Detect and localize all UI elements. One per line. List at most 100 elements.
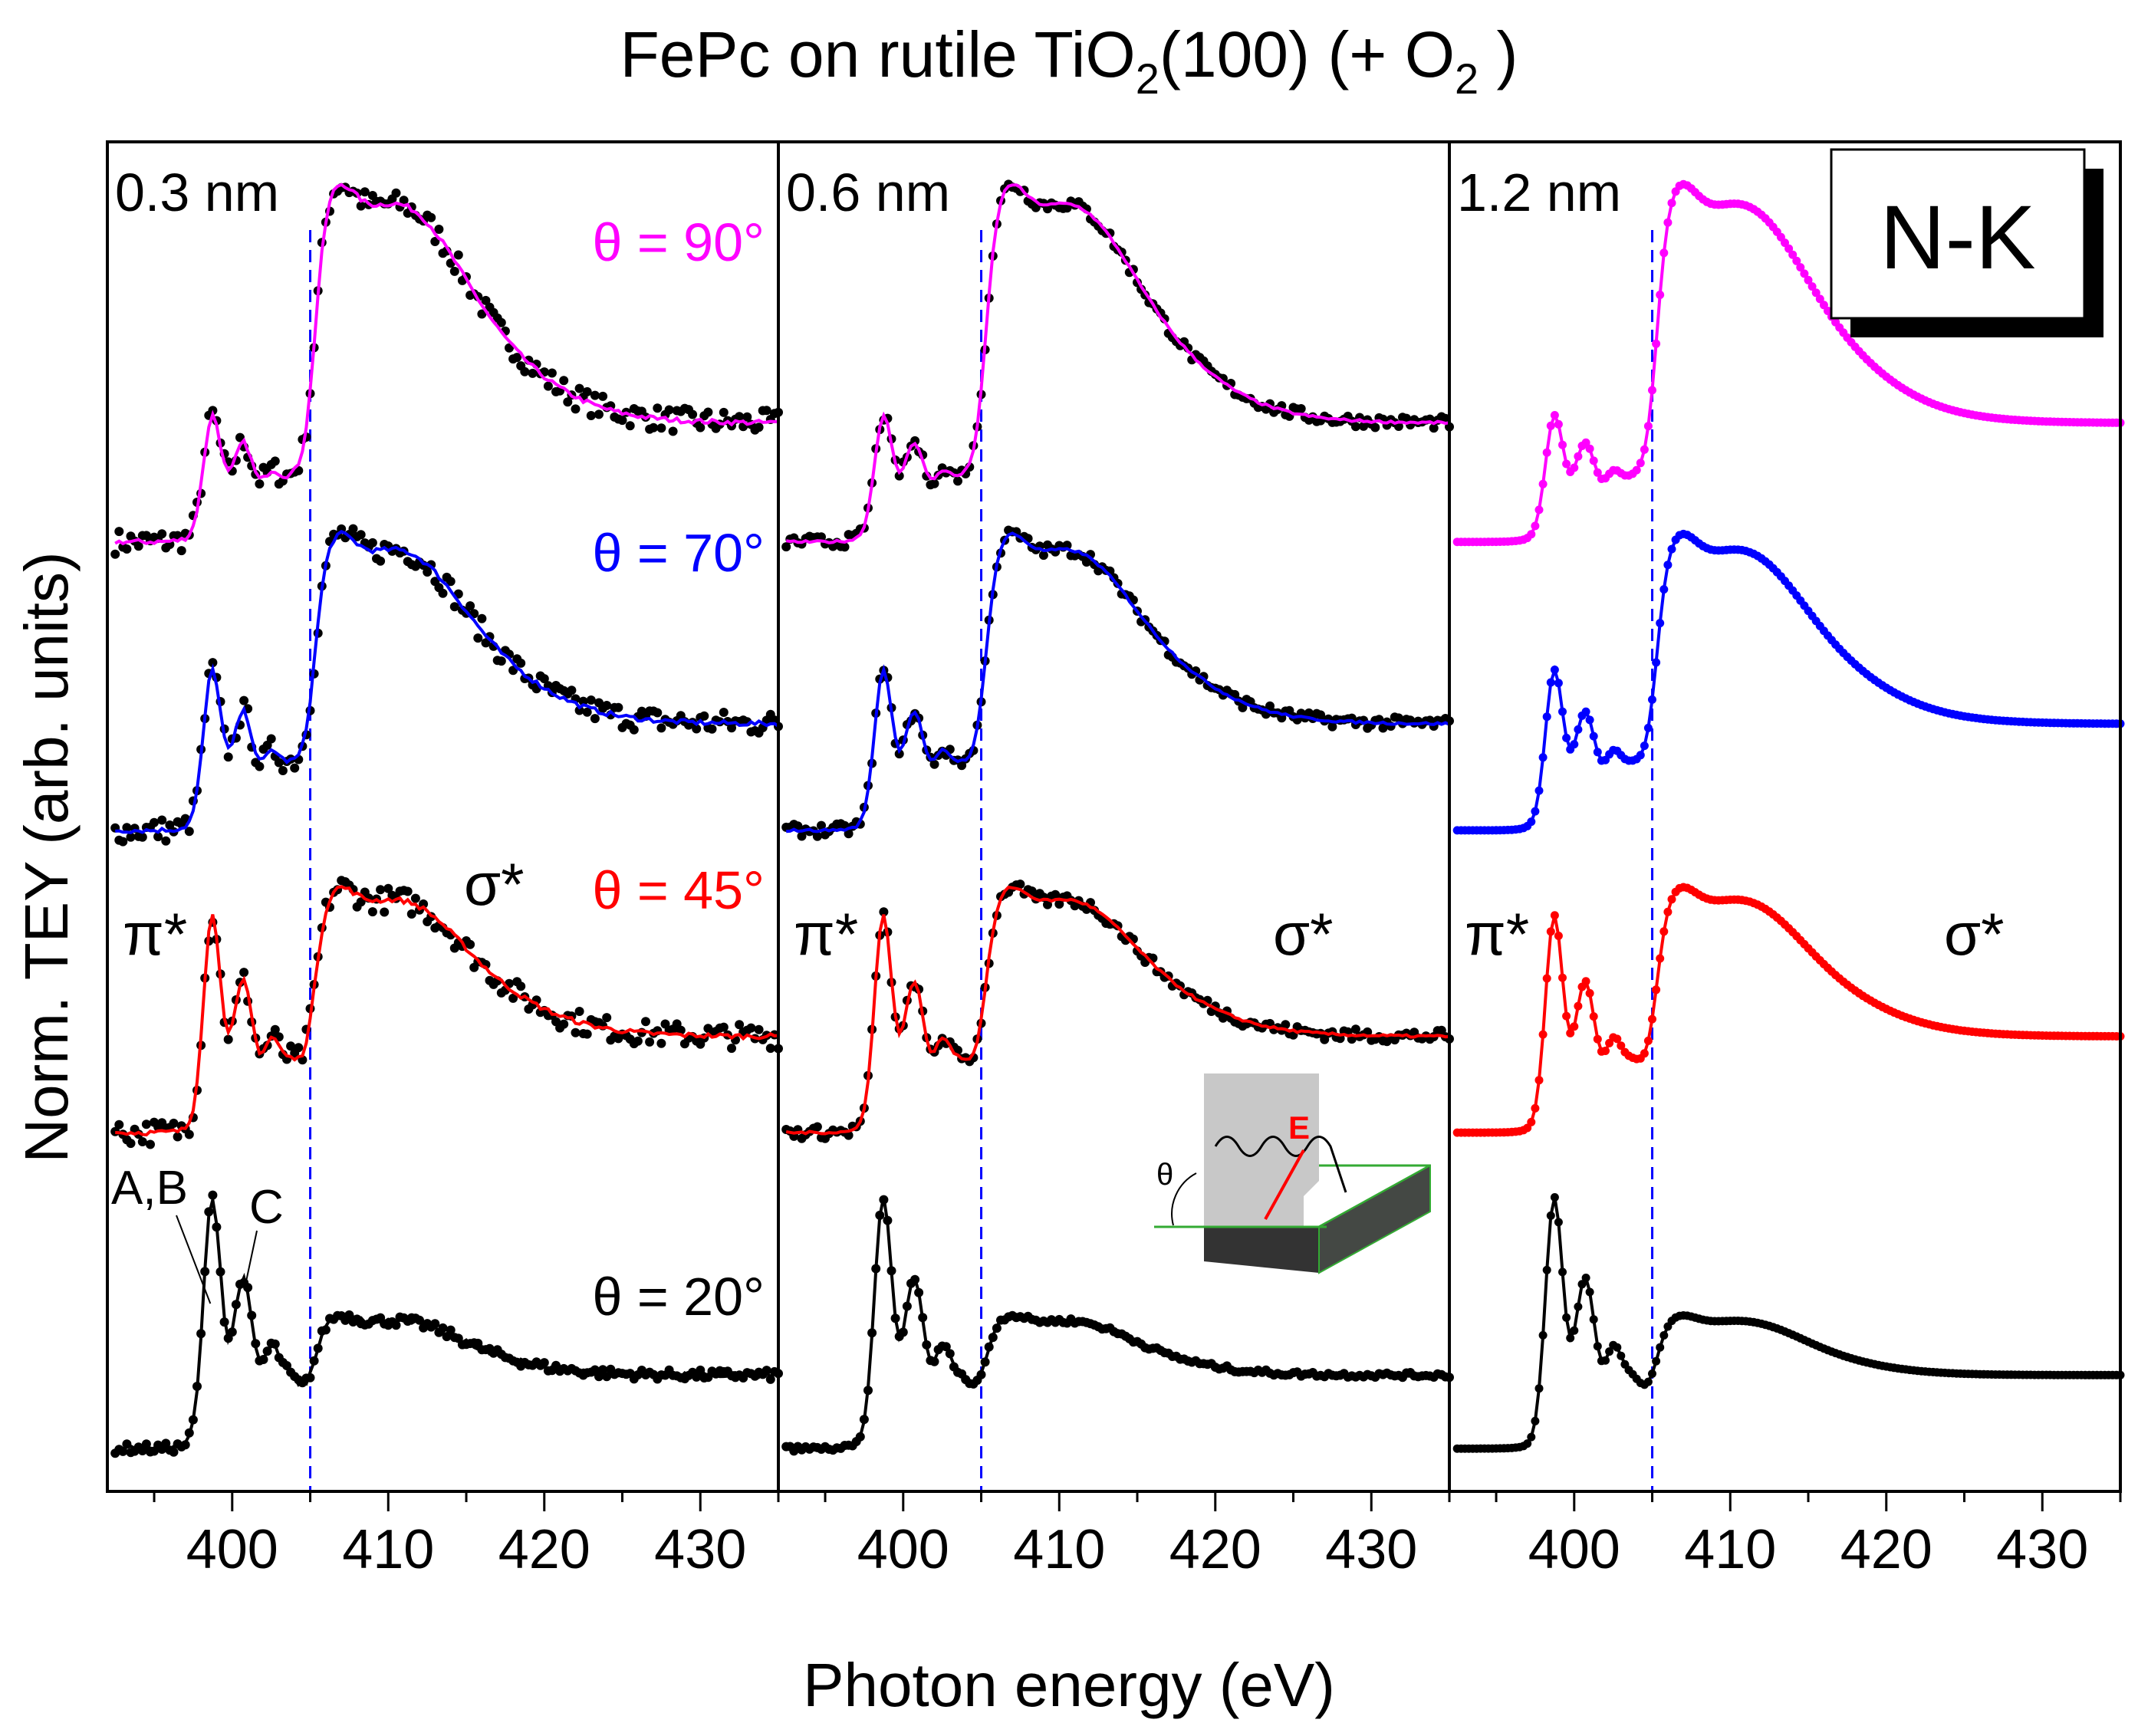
data-point — [735, 412, 745, 422]
data-point — [465, 601, 475, 611]
x-tick-label: 410 — [1013, 1519, 1105, 1580]
data-point — [656, 423, 666, 433]
data-point — [1550, 666, 1559, 674]
peak-label-c: C — [249, 1181, 284, 1234]
data-point — [1327, 722, 1337, 732]
sigma-star-label: σ* — [1944, 900, 2005, 968]
data-point — [1652, 658, 1661, 667]
data-point — [1350, 1024, 1360, 1034]
series-1 — [1452, 179, 2125, 547]
data-point — [1648, 386, 1656, 395]
data-point — [1562, 733, 1571, 742]
data-point — [953, 476, 962, 486]
data-point — [1538, 1030, 1548, 1039]
data-point — [1562, 459, 1571, 469]
data-point — [629, 725, 639, 735]
data-point — [1617, 1041, 1626, 1050]
data-point — [1534, 786, 1544, 795]
inset-theta-label: θ — [1156, 1158, 1173, 1192]
x-tick-label: 400 — [857, 1519, 949, 1580]
data-point — [547, 368, 557, 378]
data-point — [367, 907, 377, 917]
data-point — [383, 883, 393, 893]
data-point — [664, 405, 674, 415]
data-point — [625, 421, 635, 431]
data-point — [1632, 465, 1641, 475]
data-point — [1566, 1028, 1575, 1037]
data-point — [1663, 907, 1673, 916]
data-point — [512, 353, 522, 363]
data-point — [1593, 468, 1602, 477]
data-point — [169, 1118, 179, 1128]
data-point — [1643, 723, 1653, 732]
data-point — [727, 1044, 736, 1054]
data-point — [157, 815, 167, 825]
data-point — [574, 1007, 584, 1016]
data-point — [122, 823, 132, 833]
data-point — [1784, 244, 1794, 253]
data-point — [1558, 973, 1567, 982]
data-point — [1589, 1315, 1598, 1324]
data-point — [688, 409, 698, 419]
data-point — [1593, 1342, 1602, 1351]
data-point — [1648, 1369, 1656, 1378]
data-point — [419, 899, 429, 909]
data-point — [223, 1034, 233, 1044]
series-line — [114, 1199, 779, 1452]
data-point — [653, 403, 663, 413]
data-point — [356, 530, 366, 540]
data-point — [1656, 619, 1665, 628]
data-point — [817, 820, 826, 830]
data-point — [1581, 977, 1590, 986]
data-point — [602, 701, 612, 710]
series-4 — [110, 1190, 783, 1458]
data-point — [1601, 1047, 1610, 1055]
inset-e-label: E — [1288, 1110, 1310, 1146]
data-point — [1659, 248, 1669, 258]
peak-pointer-ab — [176, 1215, 212, 1304]
data-point — [633, 1036, 643, 1046]
data-point — [1640, 445, 1649, 454]
data-point — [559, 1019, 569, 1029]
series-1 — [781, 179, 1454, 552]
data-point — [559, 376, 569, 386]
data-point — [797, 831, 807, 841]
data-point — [376, 556, 386, 566]
data-point — [1015, 880, 1025, 889]
data-point — [1659, 585, 1669, 594]
data-point — [137, 1137, 147, 1146]
data-point — [1800, 269, 1809, 278]
sigma-star-label: σ* — [464, 850, 525, 918]
data-point — [1585, 444, 1594, 453]
data-point — [692, 724, 702, 734]
data-point — [582, 1029, 592, 1039]
series-label: θ = 45° — [592, 860, 765, 920]
data-point — [1054, 899, 1064, 909]
data-point — [1531, 807, 1540, 816]
data-point — [1218, 1013, 1228, 1023]
data-point — [126, 832, 136, 842]
data-point — [1546, 927, 1555, 936]
data-point — [391, 1320, 401, 1330]
data-point — [1656, 954, 1665, 963]
data-point — [449, 266, 459, 276]
panels-group: 400 410 420 430 θ = 90° θ = 70° θ = 45° θ = 20°… — [106, 140, 2125, 1580]
data-point — [574, 383, 584, 393]
data-point — [696, 1365, 706, 1375]
data-point — [520, 367, 530, 376]
edge-label-box: N-K — [1830, 148, 2103, 337]
data-point — [1542, 712, 1551, 722]
data-point — [676, 1025, 686, 1035]
data-point — [910, 436, 920, 446]
x-tick-label: 400 — [186, 1519, 278, 1580]
data-point — [391, 188, 401, 198]
data-point — [161, 836, 171, 846]
data-point — [1051, 889, 1061, 899]
data-point — [508, 993, 518, 1003]
data-point — [438, 1323, 448, 1333]
data-point — [399, 196, 409, 205]
data-point — [176, 546, 186, 556]
data-point — [426, 212, 436, 222]
data-point — [1527, 1432, 1536, 1442]
